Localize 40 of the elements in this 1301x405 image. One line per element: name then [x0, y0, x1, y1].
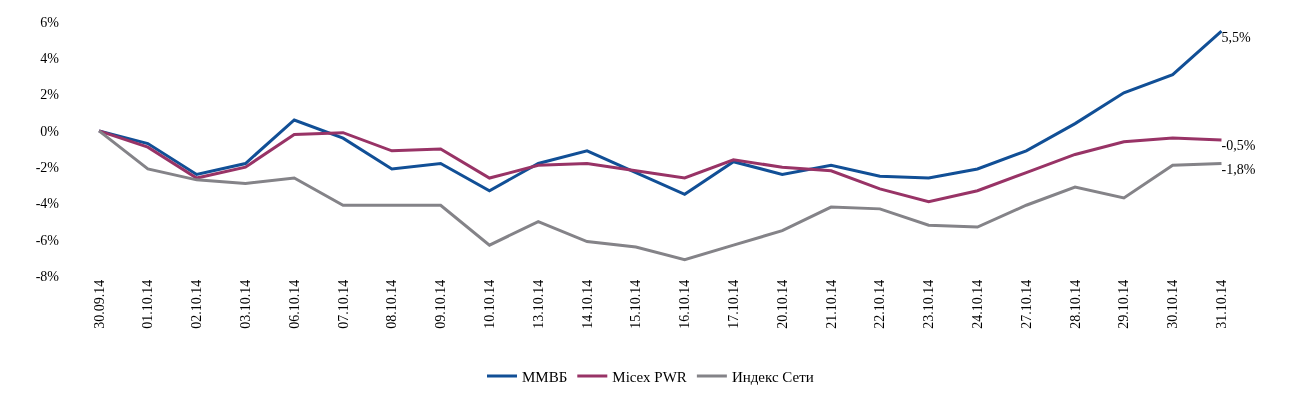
- x-tick-label: 30.10.14: [1165, 279, 1181, 329]
- y-tick-label: 6%: [40, 14, 60, 30]
- legend-label: Индекс Сети: [731, 368, 814, 385]
- x-tick-label: 01.10.14: [140, 279, 156, 329]
- y-tick-label: 4%: [40, 51, 60, 67]
- x-tick-label: 20.10.14: [774, 279, 790, 329]
- line-series: [97, 129, 1223, 204]
- x-tick-label: 29.10.14: [1116, 279, 1132, 329]
- x-tick-label: 21.10.14: [823, 279, 839, 329]
- x-tick-label: 03.10.14: [238, 279, 253, 329]
- x-tick-label: 27.10.14: [1018, 279, 1034, 329]
- x-tick-label: 06.10.14: [286, 279, 302, 329]
- line-series: [97, 129, 1223, 262]
- y-tick-label: 0%: [40, 123, 60, 139]
- y-tick-label: 2%: [40, 87, 60, 103]
- data-label: -0,5%: [1221, 138, 1256, 154]
- y-tick-label: -8%: [35, 268, 60, 284]
- data-label: -1,8%: [1221, 162, 1256, 178]
- x-tick-label: 14.10.14: [579, 279, 595, 329]
- x-tick-label: 17.10.14: [726, 279, 742, 329]
- x-tick-label: 28.10.14: [1067, 279, 1083, 329]
- x-tick-label: 02.10.14: [189, 279, 205, 329]
- y-tick-label: -4%: [35, 196, 60, 212]
- x-tick-label: 10.10.14: [482, 279, 497, 329]
- x-tick-label: 22.10.14: [872, 279, 888, 329]
- x-tick-label: 15.10.14: [628, 279, 644, 329]
- x-tick-label: 07.10.14: [335, 279, 351, 329]
- x-tick-label: 30.09.14: [91, 279, 107, 329]
- legend-label: ММВБ: [522, 368, 568, 385]
- x-tick-label: 13.10.14: [530, 279, 546, 329]
- x-tick-label: 31.10.14: [1214, 279, 1230, 329]
- x-tick-label: 24.10.14: [970, 279, 986, 329]
- x-tick-label: 09.10.14: [433, 279, 449, 329]
- x-tick-label: 08.10.14: [384, 279, 400, 329]
- x-tick-label: 16.10.14: [677, 279, 693, 329]
- y-tick-label: -2%: [35, 160, 60, 176]
- data-label: 5,5%: [1221, 29, 1251, 45]
- legend-label: Micex PWR: [612, 368, 687, 385]
- y-tick-label: -6%: [35, 232, 60, 248]
- x-tick-label: 23.10.14: [921, 279, 937, 329]
